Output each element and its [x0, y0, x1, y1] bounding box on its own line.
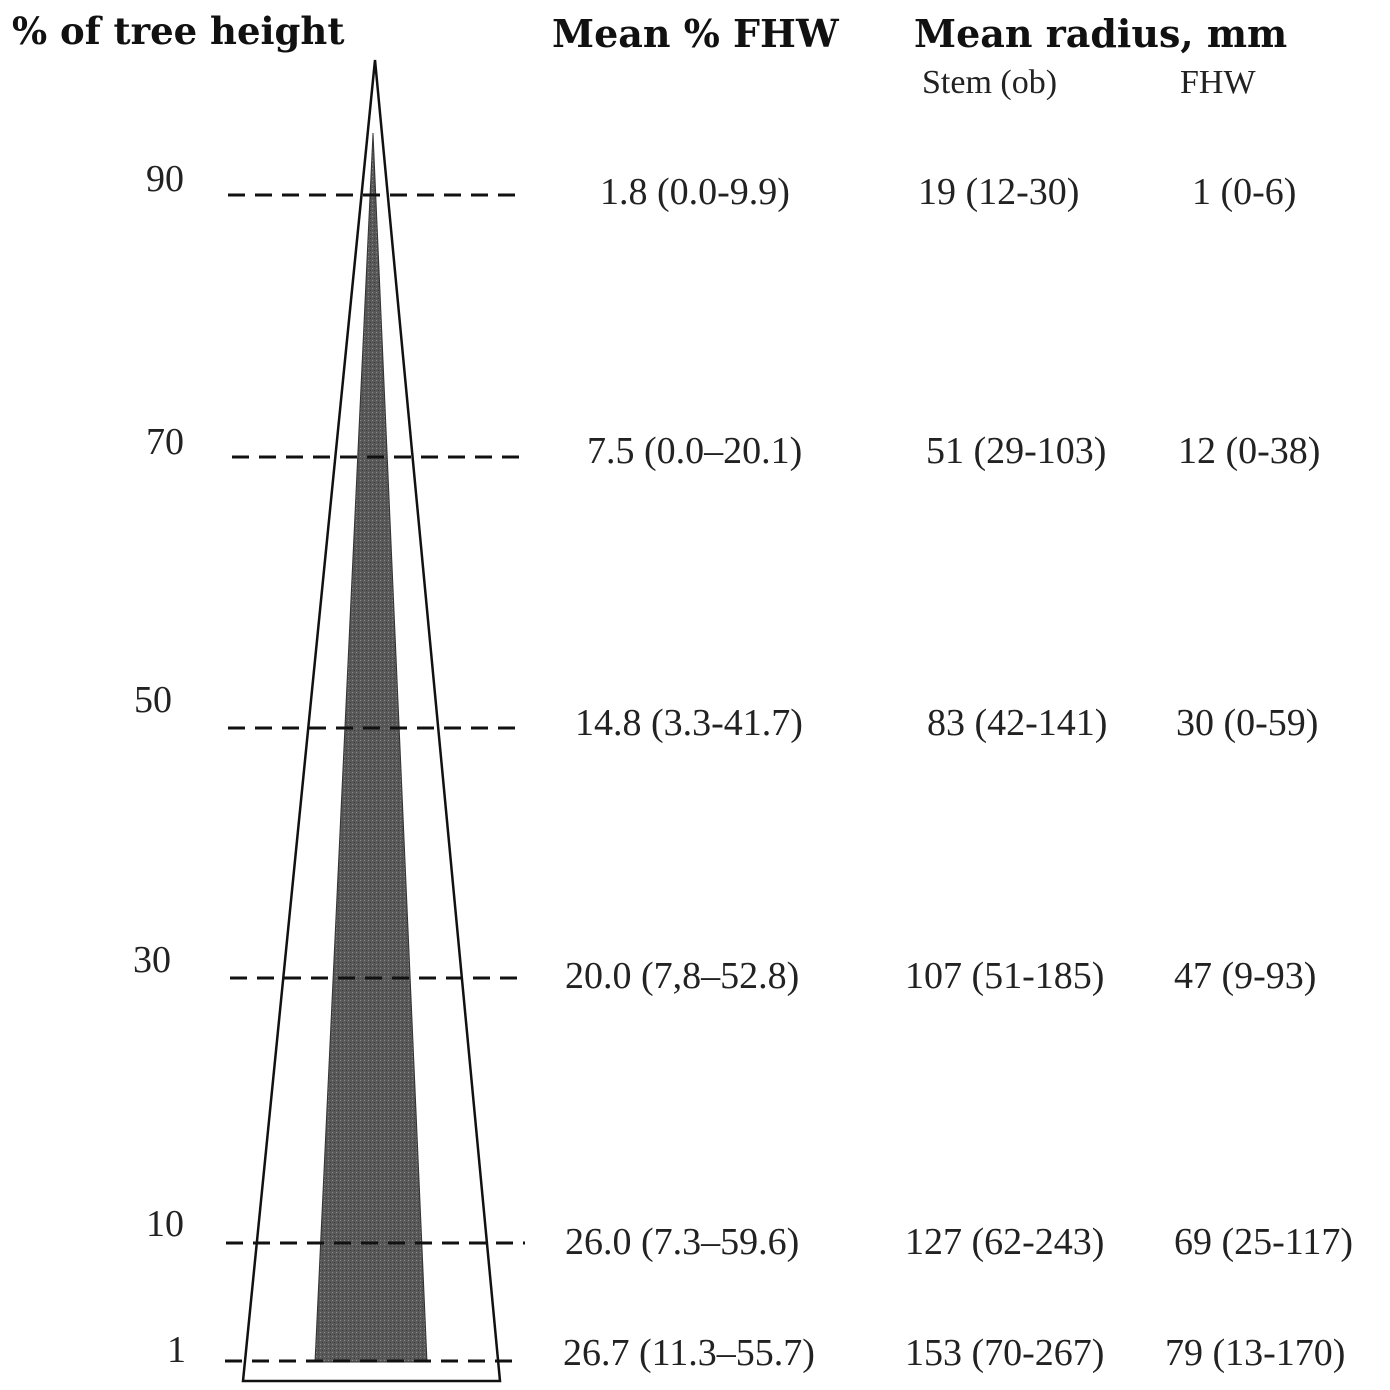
stem-radius-value: 51 (29-103): [926, 430, 1107, 472]
stem-radius-value: 153 (70-267): [905, 1332, 1105, 1374]
heartwood-core: [314, 132, 428, 1363]
level-label: 1: [167, 1329, 186, 1371]
stem-radius-value: 107 (51-185): [905, 955, 1105, 997]
fhw-radius-value: 1 (0-6): [1192, 171, 1297, 213]
mean-fhw-value: 20.0 (7,8–52.8): [565, 955, 800, 997]
mean-fhw-header: Mean % FHW: [552, 11, 839, 56]
stem-ob-subheader: Stem (ob): [922, 64, 1058, 101]
mean-fhw-value: 26.7 (11.3–55.7): [563, 1332, 815, 1374]
fhw-radius-value: 30 (0-59): [1176, 702, 1319, 744]
stem-radius-value: 19 (12-30): [918, 171, 1080, 213]
height-axis-header: % of tree height: [12, 9, 345, 53]
mean-radius-header: Mean radius, mm: [914, 11, 1288, 56]
stem-radius-value: 83 (42-141): [927, 702, 1108, 744]
fhw-radius-value: 47 (9-93): [1174, 955, 1317, 997]
level-label: 30: [133, 939, 171, 981]
stem-outline: [241, 59, 502, 1383]
level-label: 10: [146, 1203, 184, 1245]
fhw-radius-value: 69 (25-117): [1174, 1221, 1354, 1263]
level-label: 90: [146, 158, 184, 200]
fhw-radius-value: 79 (13-170): [1165, 1332, 1346, 1374]
mean-fhw-value: 1.8 (0.0-9.9): [600, 171, 790, 213]
mean-fhw-value: 7.5 (0.0–20.1): [587, 430, 803, 472]
level-label: 50: [134, 679, 172, 721]
level-label: 70: [146, 421, 184, 463]
fhw-radius-value: 12 (0-38): [1178, 430, 1321, 472]
stem-radius-value: 127 (62-243): [905, 1221, 1105, 1263]
fhw-subheader: FHW: [1180, 64, 1256, 101]
mean-fhw-value: 26.0 (7.3–59.6): [565, 1221, 800, 1263]
mean-fhw-value: 14.8 (3.3-41.7): [575, 702, 803, 744]
